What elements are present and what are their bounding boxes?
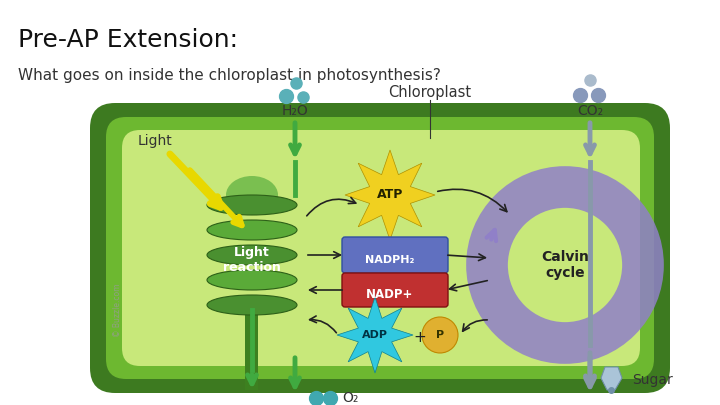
Text: NADPH₂: NADPH₂ <box>365 255 415 265</box>
Text: Light
reaction: Light reaction <box>223 246 281 274</box>
Text: What goes on inside the chloroplast in photosynthesis?: What goes on inside the chloroplast in p… <box>18 68 441 83</box>
Polygon shape <box>601 367 622 390</box>
Ellipse shape <box>207 195 297 215</box>
FancyBboxPatch shape <box>90 103 670 393</box>
FancyBboxPatch shape <box>122 130 640 366</box>
Ellipse shape <box>207 295 297 315</box>
Circle shape <box>422 317 458 353</box>
Text: ATP: ATP <box>377 188 403 202</box>
Text: Pre-AP Extension:: Pre-AP Extension: <box>18 28 238 52</box>
Text: Light: Light <box>138 134 172 148</box>
Text: +: + <box>413 330 426 345</box>
Polygon shape <box>245 310 258 390</box>
Text: © Buzzle.com: © Buzzle.com <box>114 283 122 337</box>
Text: P: P <box>436 330 444 340</box>
Text: Sugar: Sugar <box>632 373 672 387</box>
Polygon shape <box>337 297 413 373</box>
Text: Chloroplast: Chloroplast <box>388 85 472 100</box>
Text: NADP+: NADP+ <box>366 288 414 301</box>
Text: CO₂: CO₂ <box>577 104 603 118</box>
Text: ADP: ADP <box>362 330 388 340</box>
Ellipse shape <box>207 270 297 290</box>
Text: H₂O: H₂O <box>282 104 308 118</box>
Text: O₂: O₂ <box>342 391 359 405</box>
Ellipse shape <box>207 220 297 240</box>
Ellipse shape <box>226 176 278 214</box>
Ellipse shape <box>207 245 297 265</box>
Polygon shape <box>345 150 435 240</box>
FancyBboxPatch shape <box>106 117 654 379</box>
FancyBboxPatch shape <box>342 237 448 273</box>
Text: Calvin
cycle: Calvin cycle <box>541 250 589 280</box>
FancyBboxPatch shape <box>342 273 448 307</box>
